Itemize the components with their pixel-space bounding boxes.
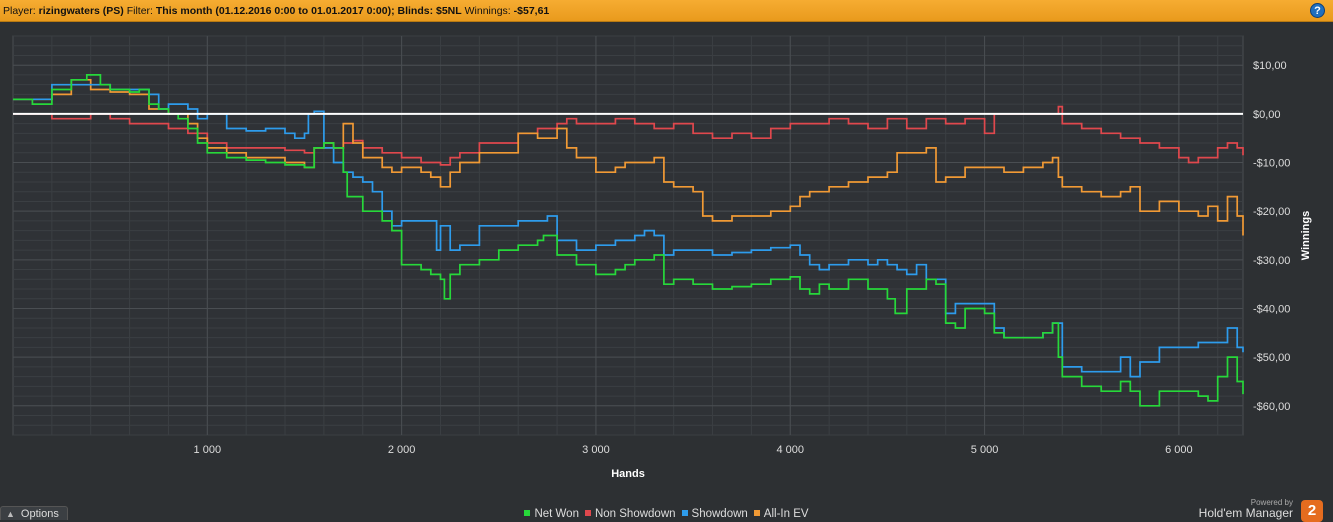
legend-item-all-in-ev[interactable]: All-In EV — [753, 508, 809, 520]
y-tick-label: -$60,00 — [1253, 401, 1290, 413]
winnings-label: Winnings: — [464, 5, 511, 17]
legend-swatch — [584, 509, 591, 516]
legend-label: Net Won — [534, 508, 579, 520]
y-tick-label: -$40,00 — [1253, 303, 1290, 315]
y-tick-label: -$10,00 — [1253, 158, 1290, 170]
x-tick-label: 4 000 — [776, 444, 804, 456]
player-label: Player: — [3, 5, 36, 17]
help-icon[interactable]: ? — [1310, 3, 1325, 18]
header-bar: Player: rizingwaters (PS) Filter: This m… — [0, 0, 1333, 22]
y-tick-label: -$30,00 — [1253, 255, 1290, 267]
y-axis-label: Winnings — [1300, 211, 1312, 260]
chart-legend: Net Won Non Showdown Showdown All-In EV — [0, 508, 1333, 520]
legend-item-non-showdown[interactable]: Non Showdown — [584, 508, 676, 520]
y-tick-label: $10,00 — [1253, 60, 1287, 72]
options-button[interactable]: ▲ Options — [0, 506, 68, 520]
legend-swatch — [524, 509, 531, 516]
legend-swatch — [681, 509, 688, 516]
brand-block: Powered by Hold'em Manager — [1199, 498, 1293, 520]
x-tick-label: 1 000 — [194, 444, 222, 456]
filter-value: This month (01.12.2016 0:00 to 01.01.201… — [155, 5, 462, 17]
header-text: Player: rizingwaters (PS) Filter: This m… — [3, 5, 549, 17]
series-line-net-won — [13, 74, 1244, 407]
x-tick-label: 6 000 — [1165, 444, 1193, 456]
series-line-non-showdown — [13, 105, 1244, 166]
legend-item-net-won[interactable]: Net Won — [524, 508, 579, 520]
brand-logo: 2 — [1301, 500, 1323, 522]
y-tick-label: -$20,00 — [1253, 206, 1290, 218]
plot-area — [12, 35, 1244, 436]
powered-by-text: Powered by — [1250, 498, 1293, 507]
legend-label: Showdown — [691, 508, 748, 520]
x-tick-label: 2 000 — [388, 444, 416, 456]
brand-name: Hold'em Manager — [1198, 506, 1293, 520]
chevron-up-icon: ▲ — [6, 509, 15, 519]
legend-label: All-In EV — [763, 508, 809, 520]
legend-item-showdown[interactable]: Showdown — [681, 508, 748, 520]
x-tick-label: 3 000 — [582, 444, 610, 456]
winnings-chart: $10,00 $0,00 -$10,00 -$20,00 -$30,00 -$40,00 -… — [12, 35, 1312, 480]
legend-label: Non Showdown — [594, 508, 676, 520]
y-tick-label: -$50,00 — [1253, 352, 1290, 364]
x-tick-label: 5 000 — [971, 444, 999, 456]
series-line-all-in-ev — [13, 78, 1244, 236]
filter-label: Filter: — [126, 5, 153, 17]
winnings-value: -$57,61 — [513, 5, 550, 17]
legend-swatch — [753, 509, 760, 516]
options-label: Options — [20, 508, 59, 520]
x-axis-label: Hands — [611, 468, 645, 480]
player-name: rizingwaters (PS) — [38, 5, 124, 17]
y-tick-label: $0,00 — [1253, 109, 1281, 121]
